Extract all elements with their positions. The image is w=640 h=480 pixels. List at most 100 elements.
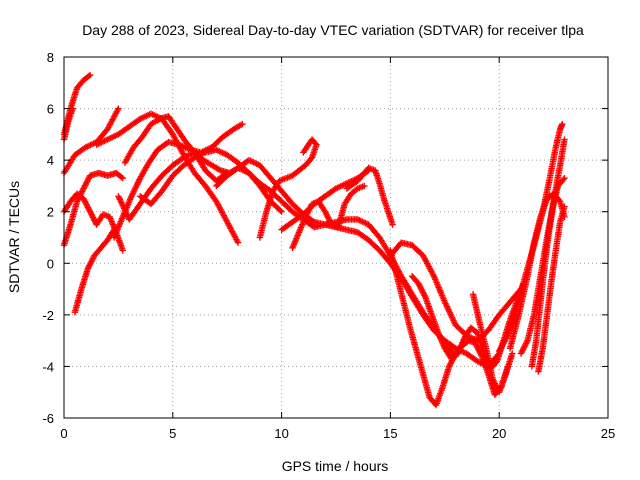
data-point [305, 207, 312, 215]
data-point [73, 198, 81, 205]
x-tick-label: 20 [492, 426, 506, 441]
data-point [88, 258, 95, 265]
data-point [559, 120, 566, 128]
data-point [302, 213, 309, 221]
data-point [87, 259, 95, 266]
x-tick-label: 10 [274, 426, 288, 441]
data-point [361, 182, 368, 190]
data-point [519, 347, 526, 354]
data-point [85, 175, 92, 182]
data-point [307, 203, 314, 211]
data-point [492, 381, 499, 389]
y-tick-label: 0 [47, 256, 54, 271]
data-point [84, 265, 92, 272]
data-point [237, 121, 245, 129]
data-point [518, 348, 525, 356]
data-point [305, 206, 313, 213]
data-point [303, 212, 310, 219]
data-point [239, 120, 246, 128]
series-arc-6 [71, 226, 118, 316]
data-point [561, 203, 568, 210]
data-point [323, 211, 330, 218]
data-point [86, 207, 93, 214]
data-point [80, 185, 87, 192]
data-point [78, 188, 86, 195]
data-point [446, 361, 454, 369]
series-arc-25 [535, 203, 568, 375]
data-point [490, 378, 498, 386]
data-point [560, 176, 567, 183]
data-point [84, 204, 92, 211]
data-point [491, 380, 499, 387]
data-point [517, 350, 525, 357]
data-point [84, 178, 91, 185]
data-point [521, 343, 528, 350]
data-point [89, 255, 97, 262]
data-point [81, 198, 89, 205]
data-point [301, 147, 308, 155]
data-point [420, 290, 427, 298]
data-point [84, 176, 92, 184]
data-point [86, 208, 94, 215]
x-tick-label: 25 [601, 426, 615, 441]
series-arc-16 [343, 164, 396, 228]
data-point [445, 363, 453, 370]
y-axis-label: SDTVAR / TECUs [6, 181, 22, 293]
data-point [119, 247, 126, 254]
data-point [81, 183, 88, 191]
y-tick-label: 6 [47, 102, 54, 117]
data-point [118, 173, 125, 181]
data-point [489, 376, 496, 383]
data-point [389, 221, 396, 228]
data-point [300, 149, 307, 156]
data-points [60, 71, 568, 409]
series-arc-13 [256, 136, 320, 241]
data-point [303, 210, 311, 218]
data-point [421, 292, 428, 299]
data-point [415, 280, 422, 288]
data-point [519, 346, 527, 353]
data-point [520, 344, 528, 352]
data-point [523, 338, 530, 346]
data-point [87, 209, 95, 217]
data-point [85, 72, 93, 80]
data-point [418, 286, 425, 293]
data-point [325, 215, 332, 223]
data-point [89, 212, 96, 220]
data-point [155, 116, 162, 123]
x-tick-label: 0 [60, 426, 67, 441]
data-point [89, 214, 97, 221]
data-point [417, 285, 425, 292]
data-point [69, 105, 76, 112]
data-point [84, 202, 91, 210]
data-point [86, 262, 93, 269]
data-point [115, 105, 122, 112]
data-point [309, 217, 317, 225]
data-point [80, 195, 87, 203]
data-point [561, 136, 568, 143]
series-arc-5 [60, 190, 126, 254]
data-point [419, 289, 427, 296]
series-arc-24 [528, 174, 568, 370]
data-point [85, 205, 92, 213]
data-point [234, 239, 242, 246]
y-tick-label: 8 [47, 50, 54, 65]
data-point [321, 208, 329, 215]
data-point [81, 197, 88, 204]
data-point [277, 207, 284, 214]
data-point [86, 71, 94, 79]
data-point [83, 201, 90, 208]
series-arc-23 [517, 136, 568, 357]
y-tick-label: -4 [42, 359, 54, 374]
data-point [419, 287, 426, 295]
data-point [326, 218, 334, 225]
data-point [90, 215, 97, 223]
data-point [89, 256, 96, 264]
data-point [509, 350, 516, 357]
data-point [493, 383, 500, 390]
series-arc-20 [469, 291, 516, 396]
series-arc-8 [93, 110, 242, 246]
x-axis-label: GPS time / hours [282, 458, 389, 474]
data-point [522, 340, 530, 347]
